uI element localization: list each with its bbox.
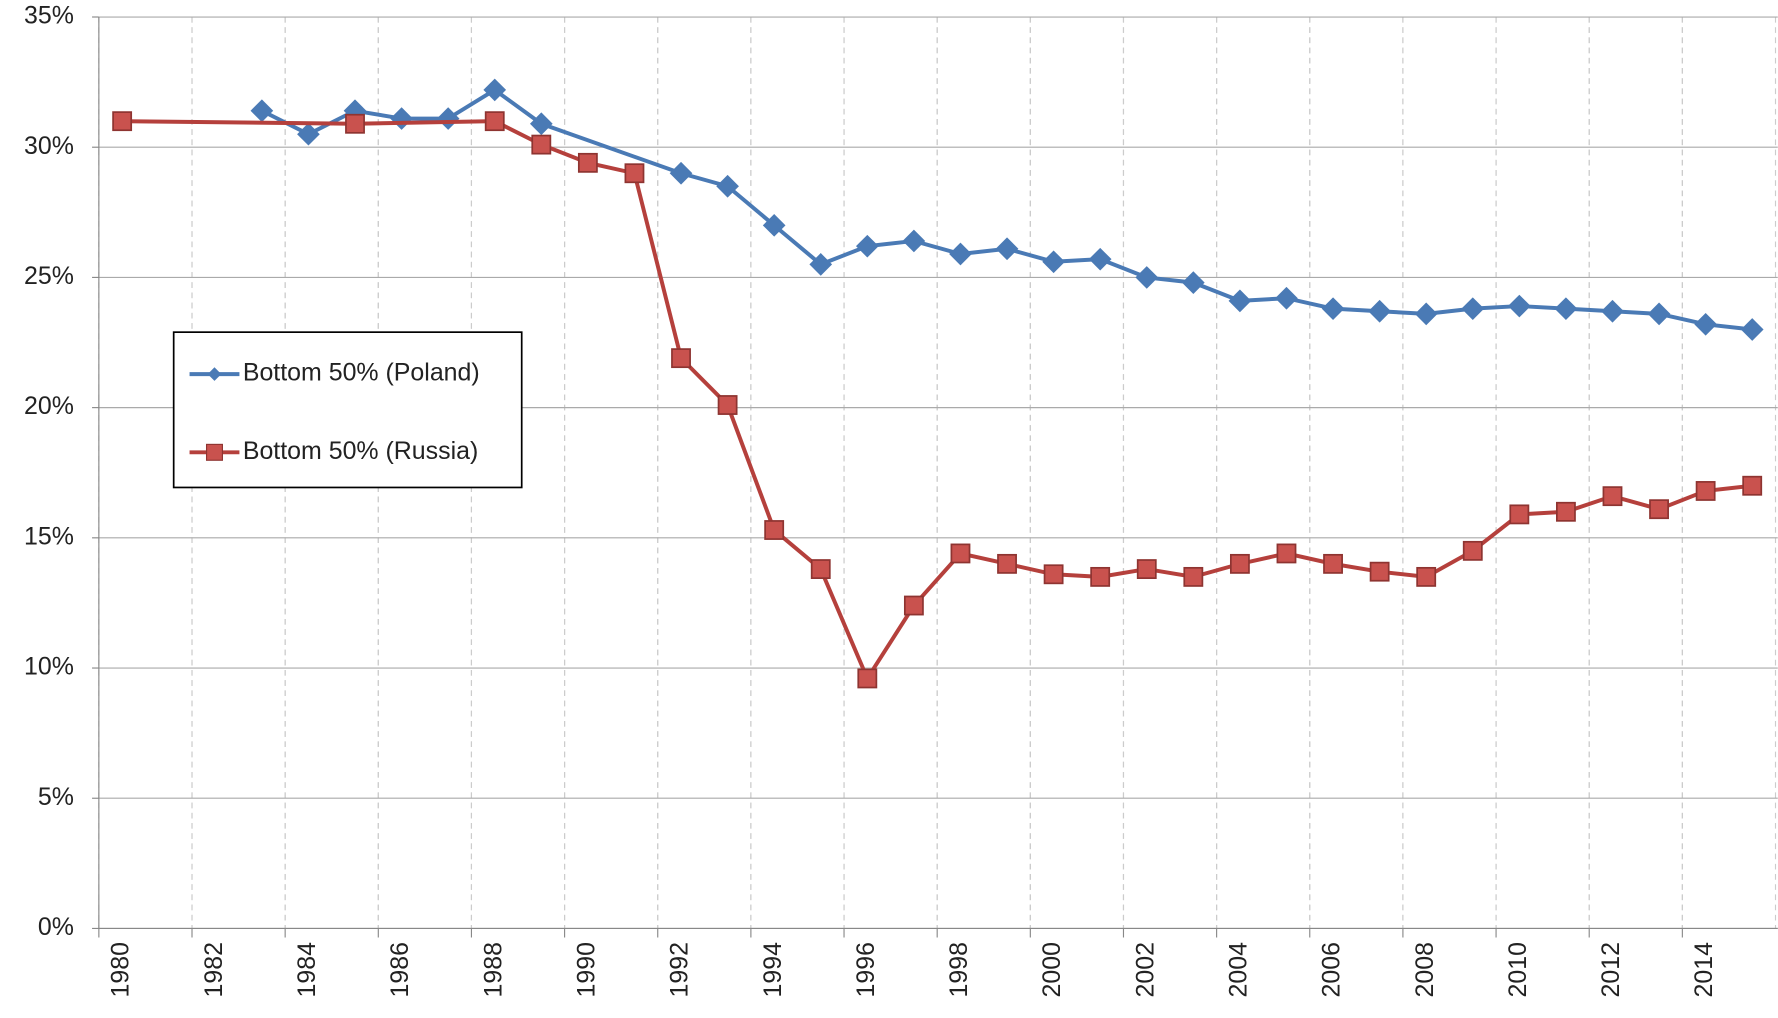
x-tick-label: 1992 [666,942,694,997]
marker [250,99,274,123]
marker [1462,540,1483,561]
marker [855,234,879,258]
marker [1275,286,1298,310]
marker [1554,297,1578,321]
x-tick-label: 1982 [200,942,228,997]
x-tick-label: 2000 [1038,942,1066,997]
marker [531,134,552,155]
marker [1229,553,1250,574]
x-tick-label: 1998 [945,942,973,997]
marker [1368,299,1391,323]
legend-label: Bottom 50% (Poland) [243,359,480,387]
x-tick-label: 2010 [1504,942,1532,997]
marker [1416,566,1437,587]
marker [903,595,924,616]
marker [345,113,365,134]
marker [1602,486,1623,507]
y-tick-label: 25% [24,262,74,290]
x-tick-label: 2006 [1318,942,1346,997]
x-tick-label: 1980 [107,942,135,997]
marker [997,553,1017,574]
marker [577,152,598,173]
y-tick-label: 20% [24,392,74,420]
marker [671,348,691,369]
legend-label: Bottom 50% (Russia) [243,437,478,465]
marker [1042,250,1065,274]
marker [390,107,413,130]
marker [1601,299,1624,323]
marker [624,163,645,184]
y-tick-label: 5% [38,783,74,811]
marker [1135,266,1159,289]
marker [902,229,926,253]
marker [1555,501,1576,522]
x-tick-label: 2014 [1690,942,1718,998]
marker [764,520,785,540]
marker [436,107,460,130]
x-tick-label: 2004 [1224,942,1252,998]
marker [1228,289,1252,313]
marker [717,395,738,415]
x-tick-label: 1988 [479,942,507,997]
marker [1508,294,1531,318]
marker [1414,302,1438,326]
marker [1043,564,1064,585]
marker [1461,297,1485,321]
marker [1088,247,1112,271]
marker [810,559,831,579]
x-tick-label: 2008 [1411,942,1439,997]
marker [1695,481,1716,501]
marker [1136,559,1157,579]
marker [1181,271,1205,294]
marker [669,161,693,185]
y-tick-label: 10% [24,653,74,681]
marker [1090,566,1111,587]
marker [484,111,505,132]
y-tick-label: 15% [24,522,74,550]
x-tick-label: 1986 [386,942,414,997]
marker [1509,504,1530,525]
legend-marker [205,443,223,461]
marker [949,242,972,266]
marker [297,122,320,146]
y-tick-label: 35% [24,2,74,30]
marker [529,112,553,136]
marker [857,668,878,689]
marker [1647,302,1671,326]
x-tick-label: 1990 [572,942,600,997]
marker [995,237,1019,261]
marker [112,111,133,132]
marker [1742,475,1763,496]
marker [762,213,786,237]
marker [1369,561,1390,582]
marker [716,174,739,198]
marker [1321,297,1345,321]
y-tick-label: 30% [24,132,74,160]
y-tick-label: 0% [38,913,74,941]
marker [1323,553,1343,574]
marker [950,543,971,564]
marker [483,78,507,102]
x-tick-label: 2012 [1597,942,1625,997]
x-tick-label: 1994 [759,942,787,998]
x-tick-label: 1996 [852,942,880,997]
legend-box [172,331,523,489]
marker [1183,566,1204,587]
x-tick-label: 2002 [1131,942,1159,997]
marker [1740,318,1764,341]
marker [1649,499,1669,520]
x-tick-label: 1984 [293,942,321,998]
marker [1276,543,1297,564]
marker [1694,312,1717,336]
